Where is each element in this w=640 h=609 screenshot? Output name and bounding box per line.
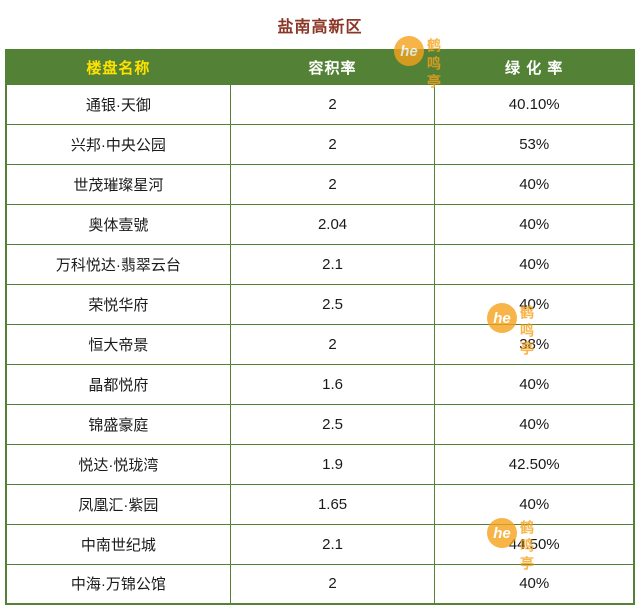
cell-plot-ratio: 2 <box>229 83 436 125</box>
table-row: 凤凰汇·紫园 1.65 40% <box>5 483 635 525</box>
column-header-plot-ratio: 容积率 <box>229 49 436 85</box>
cell-name: 奥体壹號 <box>5 203 231 245</box>
cell-name: 恒大帝景 <box>5 323 231 365</box>
cell-green-rate: 42.50% <box>434 443 635 485</box>
cell-name: 荣悦华府 <box>5 283 231 325</box>
table-row: 锦盛豪庭 2.5 40% <box>5 403 635 445</box>
cell-green-rate: 53% <box>434 123 635 165</box>
cell-plot-ratio: 1.6 <box>229 363 436 405</box>
cell-plot-ratio: 2.04 <box>229 203 436 245</box>
cell-green-rate: 40% <box>434 243 635 285</box>
cell-plot-ratio: 2 <box>229 163 436 205</box>
cell-green-rate: 40% <box>434 483 635 525</box>
cell-green-rate: 40% <box>434 403 635 445</box>
cell-name: 兴邦·中央公园 <box>5 123 231 165</box>
table-row: 晶都悦府 1.6 40% <box>5 363 635 405</box>
cell-green-rate: 44.50% <box>434 523 635 565</box>
cell-green-rate: 40% <box>434 563 635 605</box>
cell-name: 通银·天御 <box>5 83 231 125</box>
cell-name: 中海·万锦公馆 <box>5 563 231 605</box>
cell-name: 万科悦达·翡翠云台 <box>5 243 231 285</box>
cell-plot-ratio: 1.9 <box>229 443 436 485</box>
table-row: 兴邦·中央公园 2 53% <box>5 123 635 165</box>
cell-plot-ratio: 2 <box>229 123 436 165</box>
cell-plot-ratio: 2 <box>229 323 436 365</box>
cell-green-rate: 40% <box>434 163 635 205</box>
column-header-name: 楼盘名称 <box>5 49 231 85</box>
cell-green-rate: 40.10% <box>434 83 635 125</box>
table-header: 楼盘名称 容积率 绿 化 率 <box>5 49 635 85</box>
cell-name: 锦盛豪庭 <box>5 403 231 445</box>
cell-name: 悦达·悦珑湾 <box>5 443 231 485</box>
table-row: 奥体壹號 2.04 40% <box>5 203 635 245</box>
cell-green-rate: 40% <box>434 203 635 245</box>
cell-plot-ratio: 1.65 <box>229 483 436 525</box>
table-row: 中南世纪城 2.1 44.50% <box>5 523 635 565</box>
cell-plot-ratio: 2 <box>229 563 436 605</box>
cell-green-rate: 40% <box>434 283 635 325</box>
table-row: 世茂璀璨星河 2 40% <box>5 163 635 205</box>
cell-name: 晶都悦府 <box>5 363 231 405</box>
table-row: 万科悦达·翡翠云台 2.1 40% <box>5 243 635 285</box>
housing-table: 楼盘名称 容积率 绿 化 率 通银·天御 2 40.10% 兴邦·中央公园 2 53% 世茂… <box>5 49 635 605</box>
cell-name: 世茂璀璨星河 <box>5 163 231 205</box>
table-row: 中海·万锦公馆 2 40% <box>5 563 635 605</box>
column-header-green-rate: 绿 化 率 <box>434 49 635 85</box>
table-row: 荣悦华府 2.5 40% <box>5 283 635 325</box>
cell-plot-ratio: 2.5 <box>229 403 436 445</box>
table-body: 通银·天御 2 40.10% 兴邦·中央公园 2 53% 世茂璀璨星河 2 40% 奥体壹號 2.0… <box>5 83 635 605</box>
cell-name: 中南世纪城 <box>5 523 231 565</box>
cell-green-rate: 40% <box>434 363 635 405</box>
page-title: 盐南高新区 <box>277 19 363 36</box>
cell-plot-ratio: 2.1 <box>229 523 436 565</box>
cell-plot-ratio: 2.1 <box>229 243 436 285</box>
cell-plot-ratio: 2.5 <box>229 283 436 325</box>
cell-green-rate: 38% <box>434 323 635 365</box>
table-row: 恒大帝景 2 38% <box>5 323 635 365</box>
table-row: 悦达·悦珑湾 1.9 42.50% <box>5 443 635 485</box>
table-row: 通银·天御 2 40.10% <box>5 83 635 125</box>
cell-name: 凤凰汇·紫园 <box>5 483 231 525</box>
